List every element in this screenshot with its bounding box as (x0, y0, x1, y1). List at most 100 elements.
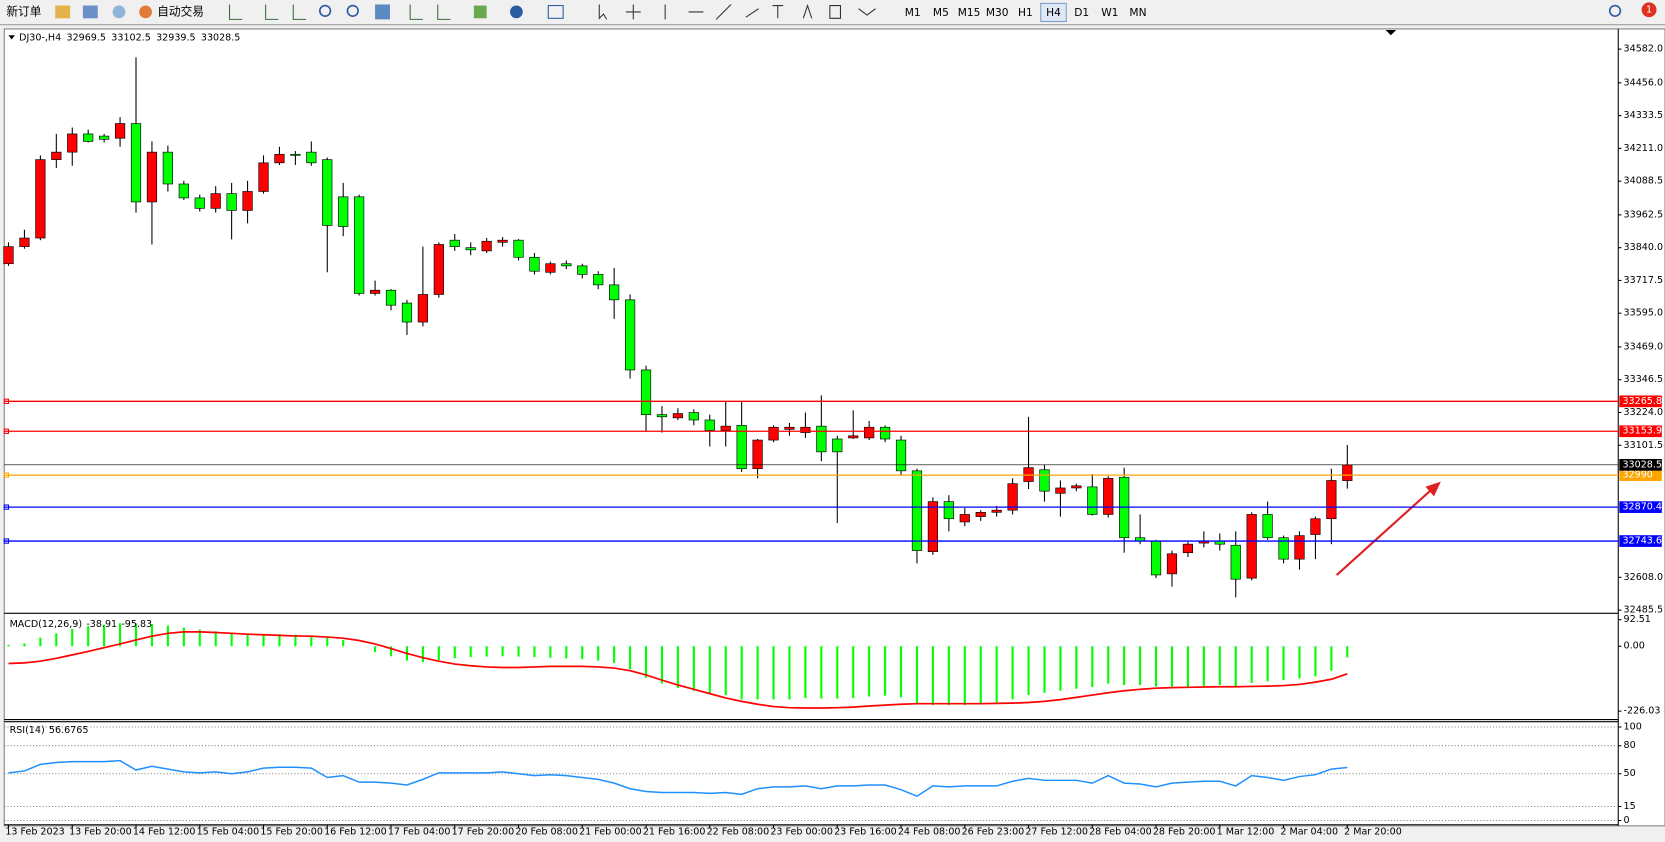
macd-bar (310, 635, 313, 647)
candle-body (879, 426, 891, 440)
macd-bar (150, 623, 154, 647)
level-label: 32870.4 (1622, 502, 1661, 513)
header-close: 33028.5 (201, 32, 240, 43)
auto-trading-button[interactable]: 自动交易 (157, 4, 204, 18)
candle-body (1310, 518, 1321, 535)
macd-bar (740, 646, 743, 700)
y-tick-label: 32485.5 (1624, 605, 1663, 616)
macd-value: -38.91 (86, 618, 117, 629)
current-price-box (1619, 458, 1662, 471)
candle-body (975, 511, 986, 517)
scroll-icons[interactable] (409, 4, 451, 20)
candle-body (1342, 464, 1353, 481)
macd-bar (1154, 646, 1158, 687)
candle-body (1326, 480, 1337, 520)
candle-body (369, 289, 381, 294)
macd-bar (1186, 646, 1189, 687)
candle-body (417, 294, 428, 323)
macd-bar (565, 646, 568, 659)
auto-trading-icon[interactable] (139, 5, 152, 19)
icon[interactable] (112, 5, 126, 19)
macd-bar (1234, 646, 1237, 687)
chart-window (3, 28, 1665, 827)
timeframe-button[interactable]: M15 (958, 6, 981, 19)
macd-bar (1139, 646, 1142, 686)
x-tick-label: 24 Feb 08:00 (898, 827, 961, 838)
search[interactable] (1608, 4, 1622, 17)
macd-bar (724, 646, 727, 696)
candle-body (1007, 483, 1018, 511)
candle-body (226, 193, 237, 211)
timeframe-button[interactable]: M30 (986, 6, 1009, 19)
candle-body (895, 439, 907, 472)
macd-bar (230, 633, 233, 647)
zoom-out[interactable] (346, 4, 359, 17)
candle-body (19, 237, 30, 247)
notification-count: 1 (1646, 4, 1652, 15)
y-tick-label: 33469.0 (1624, 341, 1663, 352)
timeframe-button[interactable]: D1 (1074, 6, 1089, 19)
candle-body (768, 426, 779, 441)
macd-bar (533, 646, 536, 658)
x-tick-label: 13 Feb 2023 (5, 827, 64, 838)
icon[interactable] (55, 5, 71, 19)
candle-body (1262, 514, 1273, 539)
y-tick-label: 33840.0 (1624, 242, 1663, 253)
macd-bar (246, 634, 249, 647)
y-tick-label: 33224.0 (1624, 407, 1663, 418)
macd-bar (1330, 646, 1333, 671)
x-tick-label: 28 Feb 20:00 (1153, 827, 1216, 838)
macd-bar (71, 629, 74, 647)
candle-body (513, 239, 524, 258)
periods-icon[interactable] (510, 5, 523, 19)
timeframe-button[interactable]: H1 (1018, 6, 1033, 19)
candle-body (3, 246, 14, 265)
candle-body (545, 263, 556, 273)
timeframe-button[interactable]: MN (1129, 6, 1146, 19)
level-anchor (3, 472, 10, 478)
chart-type-icons[interactable] (228, 4, 307, 20)
candle-body (162, 151, 173, 185)
macd-bar (166, 625, 169, 647)
templates-icon[interactable] (547, 5, 564, 19)
macd-bar (103, 624, 106, 647)
macd-bar (963, 646, 966, 706)
macd-bar (1282, 646, 1285, 681)
macd-bar (995, 646, 998, 703)
candle-body (593, 274, 604, 286)
drawing-tools[interactable] (598, 3, 876, 20)
macd-bar (756, 646, 759, 700)
notification-badge[interactable] (1641, 2, 1657, 18)
candle-body (927, 501, 939, 552)
macd-bar (7, 644, 10, 647)
shift-marker (1385, 29, 1397, 36)
icon[interactable] (82, 5, 98, 19)
y-tick-label: 34582.0 (1624, 44, 1663, 55)
macd-bar (597, 646, 600, 661)
macd-bar (1298, 646, 1301, 679)
zoom-in[interactable] (319, 4, 332, 17)
indicators-icon[interactable] (473, 5, 487, 19)
macd-bar (1218, 646, 1221, 686)
macd-bar (437, 646, 440, 661)
level-label-box (1619, 425, 1662, 438)
timeframe-button[interactable]: H4 (1046, 6, 1061, 19)
macd-bar (804, 646, 807, 698)
timeframe-button[interactable]: M1 (905, 6, 921, 19)
x-tick-label: 2 Mar 20:00 (1344, 827, 1402, 838)
macd-bar (931, 646, 934, 706)
new-order-button[interactable]: 新订单 (6, 4, 41, 18)
level-anchor (3, 538, 10, 544)
candle-body (624, 299, 636, 371)
y-tick-label: 34456.0 (1624, 77, 1663, 88)
macd-bar (39, 637, 42, 647)
tile-icon[interactable] (375, 4, 390, 20)
candle-body (991, 509, 1002, 513)
candle-body (848, 435, 859, 439)
candle-body (1039, 469, 1050, 492)
timeframe-button[interactable]: W1 (1101, 6, 1118, 19)
y-tick-label: 33962.5 (1624, 209, 1663, 220)
timeframe-button[interactable]: M5 (933, 6, 949, 19)
macd-bar (87, 626, 90, 647)
